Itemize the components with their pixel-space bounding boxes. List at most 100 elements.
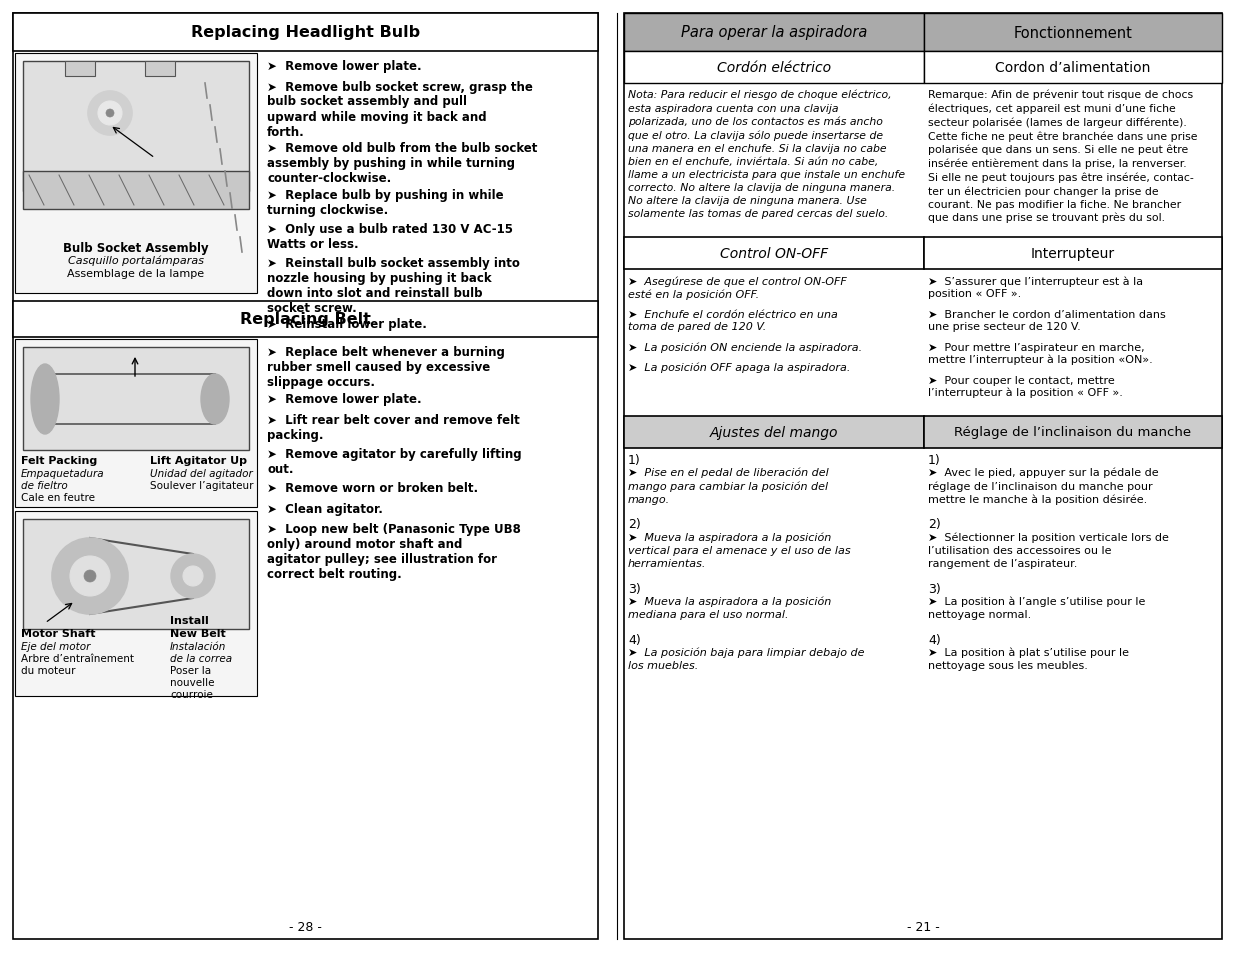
Text: 3): 3) xyxy=(927,582,941,596)
Circle shape xyxy=(88,91,132,136)
Text: Unidad del agitador: Unidad del agitador xyxy=(149,469,253,478)
Text: - 28 -: - 28 - xyxy=(289,920,322,933)
Text: nouvelle: nouvelle xyxy=(170,678,215,687)
Text: ➤  Pour couper le contact, mettre
l’interrupteur à la position « OFF ».: ➤ Pour couper le contact, mettre l’inter… xyxy=(927,375,1123,397)
Circle shape xyxy=(106,110,114,118)
Bar xyxy=(14,14,598,52)
Text: 2): 2) xyxy=(927,518,941,531)
Text: ➤  Remove agitator by carefully lifting
out.: ➤ Remove agitator by carefully lifting o… xyxy=(267,448,521,476)
Text: 4): 4) xyxy=(927,634,941,646)
Text: Casquillo portalámparas: Casquillo portalámparas xyxy=(68,255,204,266)
Bar xyxy=(23,519,249,629)
Text: ➤  Remove bulb socket screw, grasp the
bulb socket assembly and pull
upward whil: ➤ Remove bulb socket screw, grasp the bu… xyxy=(267,80,532,138)
Text: Install: Install xyxy=(170,616,209,625)
Text: ➤  Brancher le cordon d’alimentation dans
une prise secteur de 120 V.: ➤ Brancher le cordon d’alimentation dans… xyxy=(927,310,1166,332)
Text: Empaquetadura: Empaquetadura xyxy=(21,469,105,478)
Bar xyxy=(624,14,924,52)
Text: Control ON-OFF: Control ON-OFF xyxy=(720,247,827,261)
Bar xyxy=(23,62,249,192)
Text: ➤  Mueva la aspiradora a la posición
vertical para el amenace y el uso de las
he: ➤ Mueva la aspiradora a la posición vert… xyxy=(629,532,851,568)
Bar xyxy=(23,172,249,210)
Bar xyxy=(65,62,95,77)
Circle shape xyxy=(170,555,215,598)
Text: Arbre d’entraînement: Arbre d’entraînement xyxy=(21,654,135,663)
Bar xyxy=(144,62,175,77)
Circle shape xyxy=(52,538,128,615)
Text: ➤  Sélectionner la position verticale lors de
l’utilisation des accessoires ou l: ➤ Sélectionner la position verticale lor… xyxy=(927,532,1168,568)
Text: ➤  La position à l’angle s’utilise pour le
nettoyage normal.: ➤ La position à l’angle s’utilise pour l… xyxy=(927,597,1145,619)
Text: ➤  Reinstall lower plate.: ➤ Reinstall lower plate. xyxy=(267,317,427,331)
Text: ➤  La posición ON enciende la aspiradora.: ➤ La posición ON enciende la aspiradora. xyxy=(629,343,862,354)
Text: ➤  Remove worn or broken belt.: ➤ Remove worn or broken belt. xyxy=(267,481,478,495)
Text: ➤  S’assurer que l’interrupteur est à la
position « OFF ».: ➤ S’assurer que l’interrupteur est à la … xyxy=(927,276,1144,299)
Text: Interrupteur: Interrupteur xyxy=(1031,247,1115,261)
Text: Assemblage de la lampe: Assemblage de la lampe xyxy=(68,269,205,278)
Text: ➤  Replace bulb by pushing in while
turning clockwise.: ➤ Replace bulb by pushing in while turni… xyxy=(267,189,504,216)
Text: de la correa: de la correa xyxy=(170,654,232,663)
Circle shape xyxy=(183,566,203,586)
Text: Soulever l’agitateur: Soulever l’agitateur xyxy=(149,480,253,491)
Text: Bulb Socket Assembly: Bulb Socket Assembly xyxy=(63,242,209,254)
Text: Replacing Belt: Replacing Belt xyxy=(240,313,370,327)
Text: Cordon d’alimentation: Cordon d’alimentation xyxy=(995,61,1151,75)
Text: ➤  Remove lower plate.: ➤ Remove lower plate. xyxy=(267,60,421,73)
Bar xyxy=(924,237,1221,270)
Bar xyxy=(23,348,249,451)
Bar xyxy=(924,416,1221,449)
Bar xyxy=(924,14,1221,52)
Circle shape xyxy=(70,557,110,597)
Text: 2): 2) xyxy=(629,518,641,531)
Text: Poser la: Poser la xyxy=(170,665,211,676)
Text: Felt Packing: Felt Packing xyxy=(21,456,98,465)
Text: Fonctionnement: Fonctionnement xyxy=(1014,26,1132,40)
Bar xyxy=(624,416,924,449)
Bar xyxy=(14,14,598,939)
Text: ➤  La posición OFF apaga la aspiradora.: ➤ La posición OFF apaga la aspiradora. xyxy=(629,362,851,373)
Bar xyxy=(624,52,924,84)
Text: ➤  La position à plat s’utilise pour le
nettoyage sous les meubles.: ➤ La position à plat s’utilise pour le n… xyxy=(927,647,1129,671)
Text: Réglage de l’inclinaison du manche: Réglage de l’inclinaison du manche xyxy=(955,426,1192,439)
Text: ➤  Lift rear belt cover and remove felt
packing.: ➤ Lift rear belt cover and remove felt p… xyxy=(267,414,520,441)
Text: Lift Agitator Up: Lift Agitator Up xyxy=(149,456,247,465)
Text: ➤  Pour mettre l’aspirateur en marche,
mettre l’interrupteur à la position «ON».: ➤ Pour mettre l’aspirateur en marche, me… xyxy=(927,343,1152,365)
Bar xyxy=(924,52,1221,84)
Text: Cale en feutre: Cale en feutre xyxy=(21,493,95,502)
Text: Ajustes del mango: Ajustes del mango xyxy=(710,426,839,439)
Text: Replacing Headlight Bulb: Replacing Headlight Bulb xyxy=(191,26,420,40)
Text: Nota: Para reducir el riesgo de choque eléctrico,
esta aspiradora cuenta con una: Nota: Para reducir el riesgo de choque e… xyxy=(629,90,905,219)
Text: du moteur: du moteur xyxy=(21,665,75,676)
Text: Eje del motor: Eje del motor xyxy=(21,641,90,651)
Text: ➤  La posición baja para limpiar debajo de
los muebles.: ➤ La posición baja para limpiar debajo d… xyxy=(629,647,864,671)
Text: ➤  Pise en el pedal de liberación del
mango para cambiar la posición del
mango.: ➤ Pise en el pedal de liberación del man… xyxy=(629,468,829,504)
Text: ➤  Remove old bulb from the bulb socket
assembly by pushing in while turning
cou: ➤ Remove old bulb from the bulb socket a… xyxy=(267,141,537,184)
Text: 1): 1) xyxy=(927,454,941,467)
Text: New Belt: New Belt xyxy=(170,628,226,639)
Text: de fieltro: de fieltro xyxy=(21,480,68,491)
Text: ➤  Only use a bulb rated 130 V AC-15
Watts or less.: ➤ Only use a bulb rated 130 V AC-15 Watt… xyxy=(267,223,513,251)
Text: ➤  Asegúrese de que el control ON-OFF
esté en la posición OFF.: ➤ Asegúrese de que el control ON-OFF est… xyxy=(629,276,847,299)
Text: ➤  Avec le pied, appuyer sur la pédale de
réglage de l’inclinaison du manche pou: ➤ Avec le pied, appuyer sur la pédale de… xyxy=(927,468,1158,505)
Text: Para operar la aspiradora: Para operar la aspiradora xyxy=(680,26,867,40)
Text: ➤  Loop new belt (Panasonic Type UB8
only) around motor shaft and
agitator pulle: ➤ Loop new belt (Panasonic Type UB8 only… xyxy=(267,522,521,580)
Text: ➤  Replace belt whenever a burning
rubber smell caused by excessive
slippage occ: ➤ Replace belt whenever a burning rubber… xyxy=(267,346,505,389)
Text: 4): 4) xyxy=(629,634,641,646)
Text: Remarque: Afin de prévenir tout risque de chocs
électriques, cet appareil est mu: Remarque: Afin de prévenir tout risque d… xyxy=(927,90,1198,223)
Text: - 21 -: - 21 - xyxy=(906,920,940,933)
Bar xyxy=(15,54,257,294)
Bar xyxy=(15,339,257,507)
Text: ➤  Enchufe el cordón eléctrico en una
toma de pared de 120 V.: ➤ Enchufe el cordón eléctrico en una tom… xyxy=(629,310,837,332)
Text: ➤  Remove lower plate.: ➤ Remove lower plate. xyxy=(267,393,421,406)
Text: courroie: courroie xyxy=(170,689,212,700)
Text: ➤  Clean agitator.: ➤ Clean agitator. xyxy=(267,502,383,515)
Text: ➤  Reinstall bulb socket assembly into
nozzle housing by pushing it back
down in: ➤ Reinstall bulb socket assembly into no… xyxy=(267,256,520,314)
Bar xyxy=(624,237,924,270)
Text: ➤  Mueva la aspiradora a la posición
mediana para el uso normal.: ➤ Mueva la aspiradora a la posición medi… xyxy=(629,597,831,619)
Ellipse shape xyxy=(201,375,228,424)
Bar xyxy=(15,512,257,697)
Text: Instalación: Instalación xyxy=(170,641,226,651)
Ellipse shape xyxy=(31,365,59,435)
Text: 1): 1) xyxy=(629,454,641,467)
Text: Cordón eléctrico: Cordón eléctrico xyxy=(718,61,831,75)
Circle shape xyxy=(98,102,122,126)
Text: 3): 3) xyxy=(629,582,641,596)
